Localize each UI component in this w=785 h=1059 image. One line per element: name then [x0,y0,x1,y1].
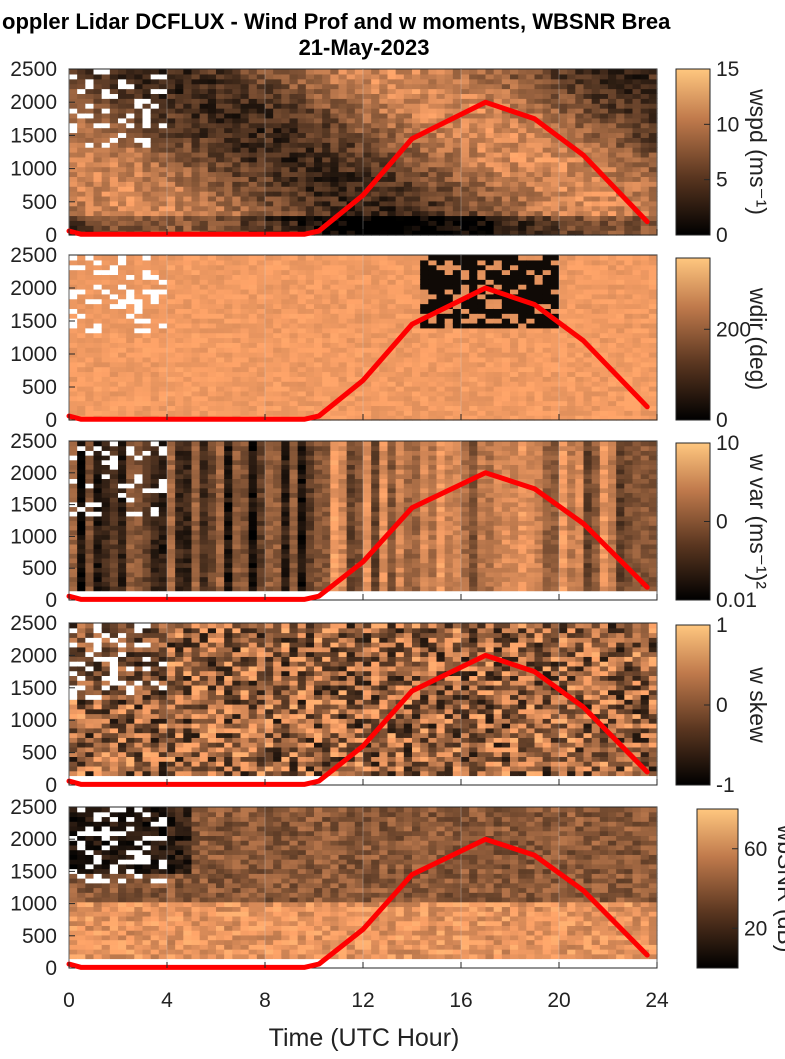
colorbar-wdir [675,257,711,421]
y-tick-label: 2000 [10,462,57,485]
x-tick-label: 0 [63,989,75,1012]
y-tick-labels-wskew: 0 500 1000 1500 2000 2500 [10,612,57,797]
y-tick-labels-wbsnr: 0 500 1000 1500 2000 2500 [10,796,57,980]
panel-wbsnr: 0 500 1000 1500 2000 2500 20 60 wbSNR (dB) [10,796,785,980]
y-tick-label: 2500 [10,58,57,81]
colorbar-tick-label: -1 [716,774,735,797]
colorbar-wspd [675,68,711,236]
x-axis-label: Time (UTC Hour) [269,1024,460,1052]
y-tick-label: 2500 [10,796,57,819]
y-tick-label: 1000 [10,343,57,366]
y-tick-label: 500 [22,191,57,214]
x-tick-labels: 0 4 8 12 16 20 24 [63,989,669,1012]
colorbar-label-wspd: wspd (ms⁻¹) [745,88,771,215]
heatmap-wdir [69,255,658,421]
y-tick-label: 2000 [10,644,57,667]
x-tick-label: 24 [645,989,669,1012]
y-tick-label: 2000 [10,91,57,114]
x-tick-label: 4 [161,989,173,1012]
overlay-line-wvar [66,470,650,602]
y-tick-label: 1000 [10,158,57,181]
y-tick-label: 2000 [10,277,57,300]
y-tick-label: 1500 [10,124,57,147]
colorbar-tick-label: 0 [716,694,728,717]
y-tick-labels-wspd: 0 500 1000 1500 2000 2500 [10,58,57,247]
heatmap-wvar [69,441,658,601]
y-tick-label: 2500 [10,430,57,453]
colorbar-tick-label: 10 [716,113,739,136]
panel-wvar: 0 500 1000 1500 2000 2500 0.01 0 10 w var (ms⁻¹)² [10,430,771,612]
y-tick-label: 500 [22,742,57,765]
colorbar-tick-label: 0.01 [716,589,757,612]
y-tick-label: 0 [45,409,57,432]
y-tick-label: 2500 [10,612,57,635]
colorbar-tick-label: 60 [744,838,767,861]
y-tick-label: 2500 [10,244,57,267]
y-tick-label: 0 [45,589,57,612]
panel-wspd: 0 500 1000 1500 2000 2500 0 5 10 15 wspd (ms⁻¹) [10,58,771,247]
heatmap-wskew [69,623,658,786]
overlay-line-wbsnr [66,836,650,970]
colorbar-tick-label: 15 [716,58,739,81]
panel-wskew: 0 500 1000 1500 2000 2500 -1 0 1 w skew [10,612,771,797]
chart-title: oppler Lidar DCFLUX - Wind Prof and w mo… [2,9,671,34]
colorbar-tick-label: 10 [716,432,739,455]
colorbar-label-wvar: w var (ms⁻¹)² [745,453,771,589]
x-tick-label: 20 [547,989,570,1012]
colorbar-wbsnr [696,808,739,969]
y-tick-label: 500 [22,376,57,399]
colorbar-tick-label: 0 [716,224,728,247]
y-tick-label: 1000 [10,525,57,548]
y-tick-label: 1500 [10,494,57,517]
x-tick-label: 16 [449,989,472,1012]
colorbar-tick-label: 20 [744,917,767,940]
y-tick-labels-wvar: 0 500 1000 1500 2000 2500 [10,430,57,612]
y-tick-label: 1000 [10,709,57,732]
y-tick-label: 1500 [10,310,57,333]
y-tick-label: 500 [22,557,57,580]
overlay-line-wspd [66,99,650,237]
x-tick-label: 8 [259,989,271,1012]
heatmap-wbsnr [69,807,658,969]
chart-subtitle: 21-May-2023 [299,35,430,60]
colorbar-tick-label: 0 [716,511,728,534]
colorbar-tick-label: 1 [716,614,728,637]
colorbar-label-wbsnr: wbSNR (dB) [773,824,785,953]
y-tick-label: 1500 [10,677,57,700]
x-tick-label: 12 [351,989,374,1012]
colorbar-tick-label: 5 [716,169,728,192]
y-tick-label: 0 [45,957,57,980]
y-tick-label: 1500 [10,860,57,883]
y-tick-label: 2000 [10,828,57,851]
colorbar-tick-label: 200 [716,318,751,341]
colorbar-tick-label: 0 [716,409,728,432]
colorbar-label-wdir: wdir (deg) [745,287,771,390]
colorbar-label-wskew: w skew [745,666,771,743]
y-tick-label: 0 [45,774,57,797]
overlay-line-wdir [66,285,650,422]
y-tick-labels-wdir: 0 500 1000 1500 2000 2500 [10,244,57,432]
heatmap-wspd [69,69,658,236]
overlay-line-wskew [66,652,650,787]
y-tick-label: 500 [22,925,57,948]
y-tick-label: 0 [45,224,57,247]
y-tick-label: 1000 [10,893,57,916]
